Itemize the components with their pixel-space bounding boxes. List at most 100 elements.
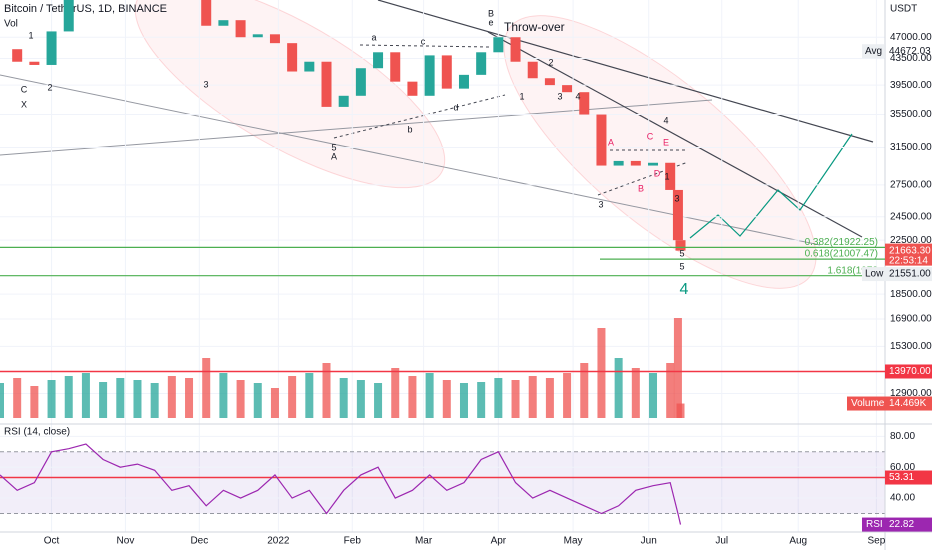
wave-label: B [488, 8, 494, 18]
y-tick-label: 31500.00 [890, 142, 932, 153]
y-tick-label: 40.00 [890, 493, 915, 504]
x-tick-label: Mar [415, 536, 433, 547]
x-tick-label: Aug [789, 536, 807, 547]
x-tick-label: Dec [190, 536, 208, 547]
candle [304, 61, 315, 72]
wave-label: 1 [664, 171, 669, 181]
wave-label: X [21, 99, 27, 109]
volume-legend: Vol [4, 19, 18, 30]
y-tick-label: 22500.00 [890, 235, 932, 246]
volume-bar [631, 368, 640, 418]
volume-bar [202, 358, 211, 418]
y-tick-label: 39500.00 [890, 80, 932, 91]
rsi-value: 22.82 [889, 519, 914, 530]
chart-title: Bitcoin / TetherUS, 1D, BINANCE [4, 3, 167, 15]
x-tick-label: Apr [491, 536, 507, 547]
volume-bar [339, 378, 348, 418]
candle [321, 61, 332, 107]
low-tag [862, 267, 932, 282]
wave-label: Throw-over [504, 20, 565, 34]
candle [665, 162, 676, 190]
y-tick-label: 35500.00 [890, 109, 932, 120]
volume-bar [649, 373, 658, 418]
rsi-signal-tag [885, 470, 932, 485]
volume-bar [0, 383, 4, 418]
volume-bar [614, 358, 623, 418]
candle [441, 55, 452, 89]
candle [476, 52, 487, 75]
candle [510, 37, 521, 62]
wave-label: d [453, 102, 458, 112]
volume-tag [847, 396, 932, 411]
candle [544, 78, 555, 86]
avg-tag [862, 44, 884, 59]
wave-label: 4 [680, 281, 689, 298]
volume-bar [408, 376, 417, 418]
wave-label: 5 [331, 142, 336, 152]
wave-label: 3 [203, 79, 208, 89]
y-tick-label: 80.00 [890, 431, 915, 442]
candle [235, 20, 246, 38]
volume-bar [580, 363, 589, 418]
candle [579, 92, 590, 115]
candle [338, 95, 349, 107]
volume-bar [597, 328, 606, 418]
y-tick-label: 27500.00 [890, 180, 932, 191]
last-price: 21663.30 [889, 245, 931, 256]
volume-value: 14.469K [889, 398, 927, 409]
rsi-line [0, 443, 682, 525]
volume-bar [545, 378, 554, 418]
candle [355, 68, 366, 96]
candle [630, 160, 641, 166]
candle [29, 61, 40, 65]
candle [596, 114, 607, 166]
y-tick-label: 16900.00 [890, 314, 932, 325]
y-tick-label: 47000.00 [890, 32, 932, 43]
ellipse [503, 15, 817, 289]
candle [424, 55, 435, 96]
candle [46, 31, 57, 65]
y-tick-label: 18500.00 [890, 289, 932, 300]
wave-label: E [663, 137, 669, 147]
volume-bar [30, 386, 39, 418]
volume-bar [391, 368, 400, 418]
volume-bar [253, 383, 262, 418]
volume-bar [666, 363, 675, 418]
volume-bar [99, 382, 108, 418]
y-tick-label: 15300.00 [890, 341, 932, 352]
volume-bar [494, 378, 503, 418]
wave-label: 5 [679, 248, 684, 258]
x-tick-label: May [564, 536, 583, 547]
volume-bar [477, 382, 486, 418]
wave-label: e [488, 17, 493, 27]
volume-bar [673, 318, 682, 418]
volume-bar [167, 376, 176, 418]
candle [252, 34, 263, 38]
volume-bar [47, 380, 56, 418]
trendline [0, 99, 713, 156]
wave-label: C [21, 84, 28, 94]
wave-label: 5 [679, 261, 684, 271]
background [0, 0, 885, 532]
wave-label: 4 [575, 91, 580, 101]
x-tick-label: Jun [641, 536, 657, 547]
candle [672, 189, 683, 241]
wave-label: C [647, 131, 654, 141]
candle [648, 162, 659, 166]
volume-bar [81, 373, 90, 418]
y-tick-label: 24500.00 [890, 211, 932, 222]
ellipse [134, 0, 446, 189]
wave-label: 3 [557, 91, 562, 101]
dashed-line [359, 44, 491, 48]
candle [493, 37, 504, 53]
volume-bar [563, 373, 572, 418]
y-tick-label: 60.00 [890, 462, 915, 473]
candle [12, 49, 23, 62]
volume-bar [322, 363, 331, 418]
candle [373, 52, 384, 69]
level-tag [885, 364, 932, 379]
fib-label: 1.618(1978 [827, 265, 878, 276]
wave-label: a [371, 32, 376, 42]
y-tick-label: 43500.00 [890, 53, 932, 64]
volume-bar [374, 383, 383, 418]
